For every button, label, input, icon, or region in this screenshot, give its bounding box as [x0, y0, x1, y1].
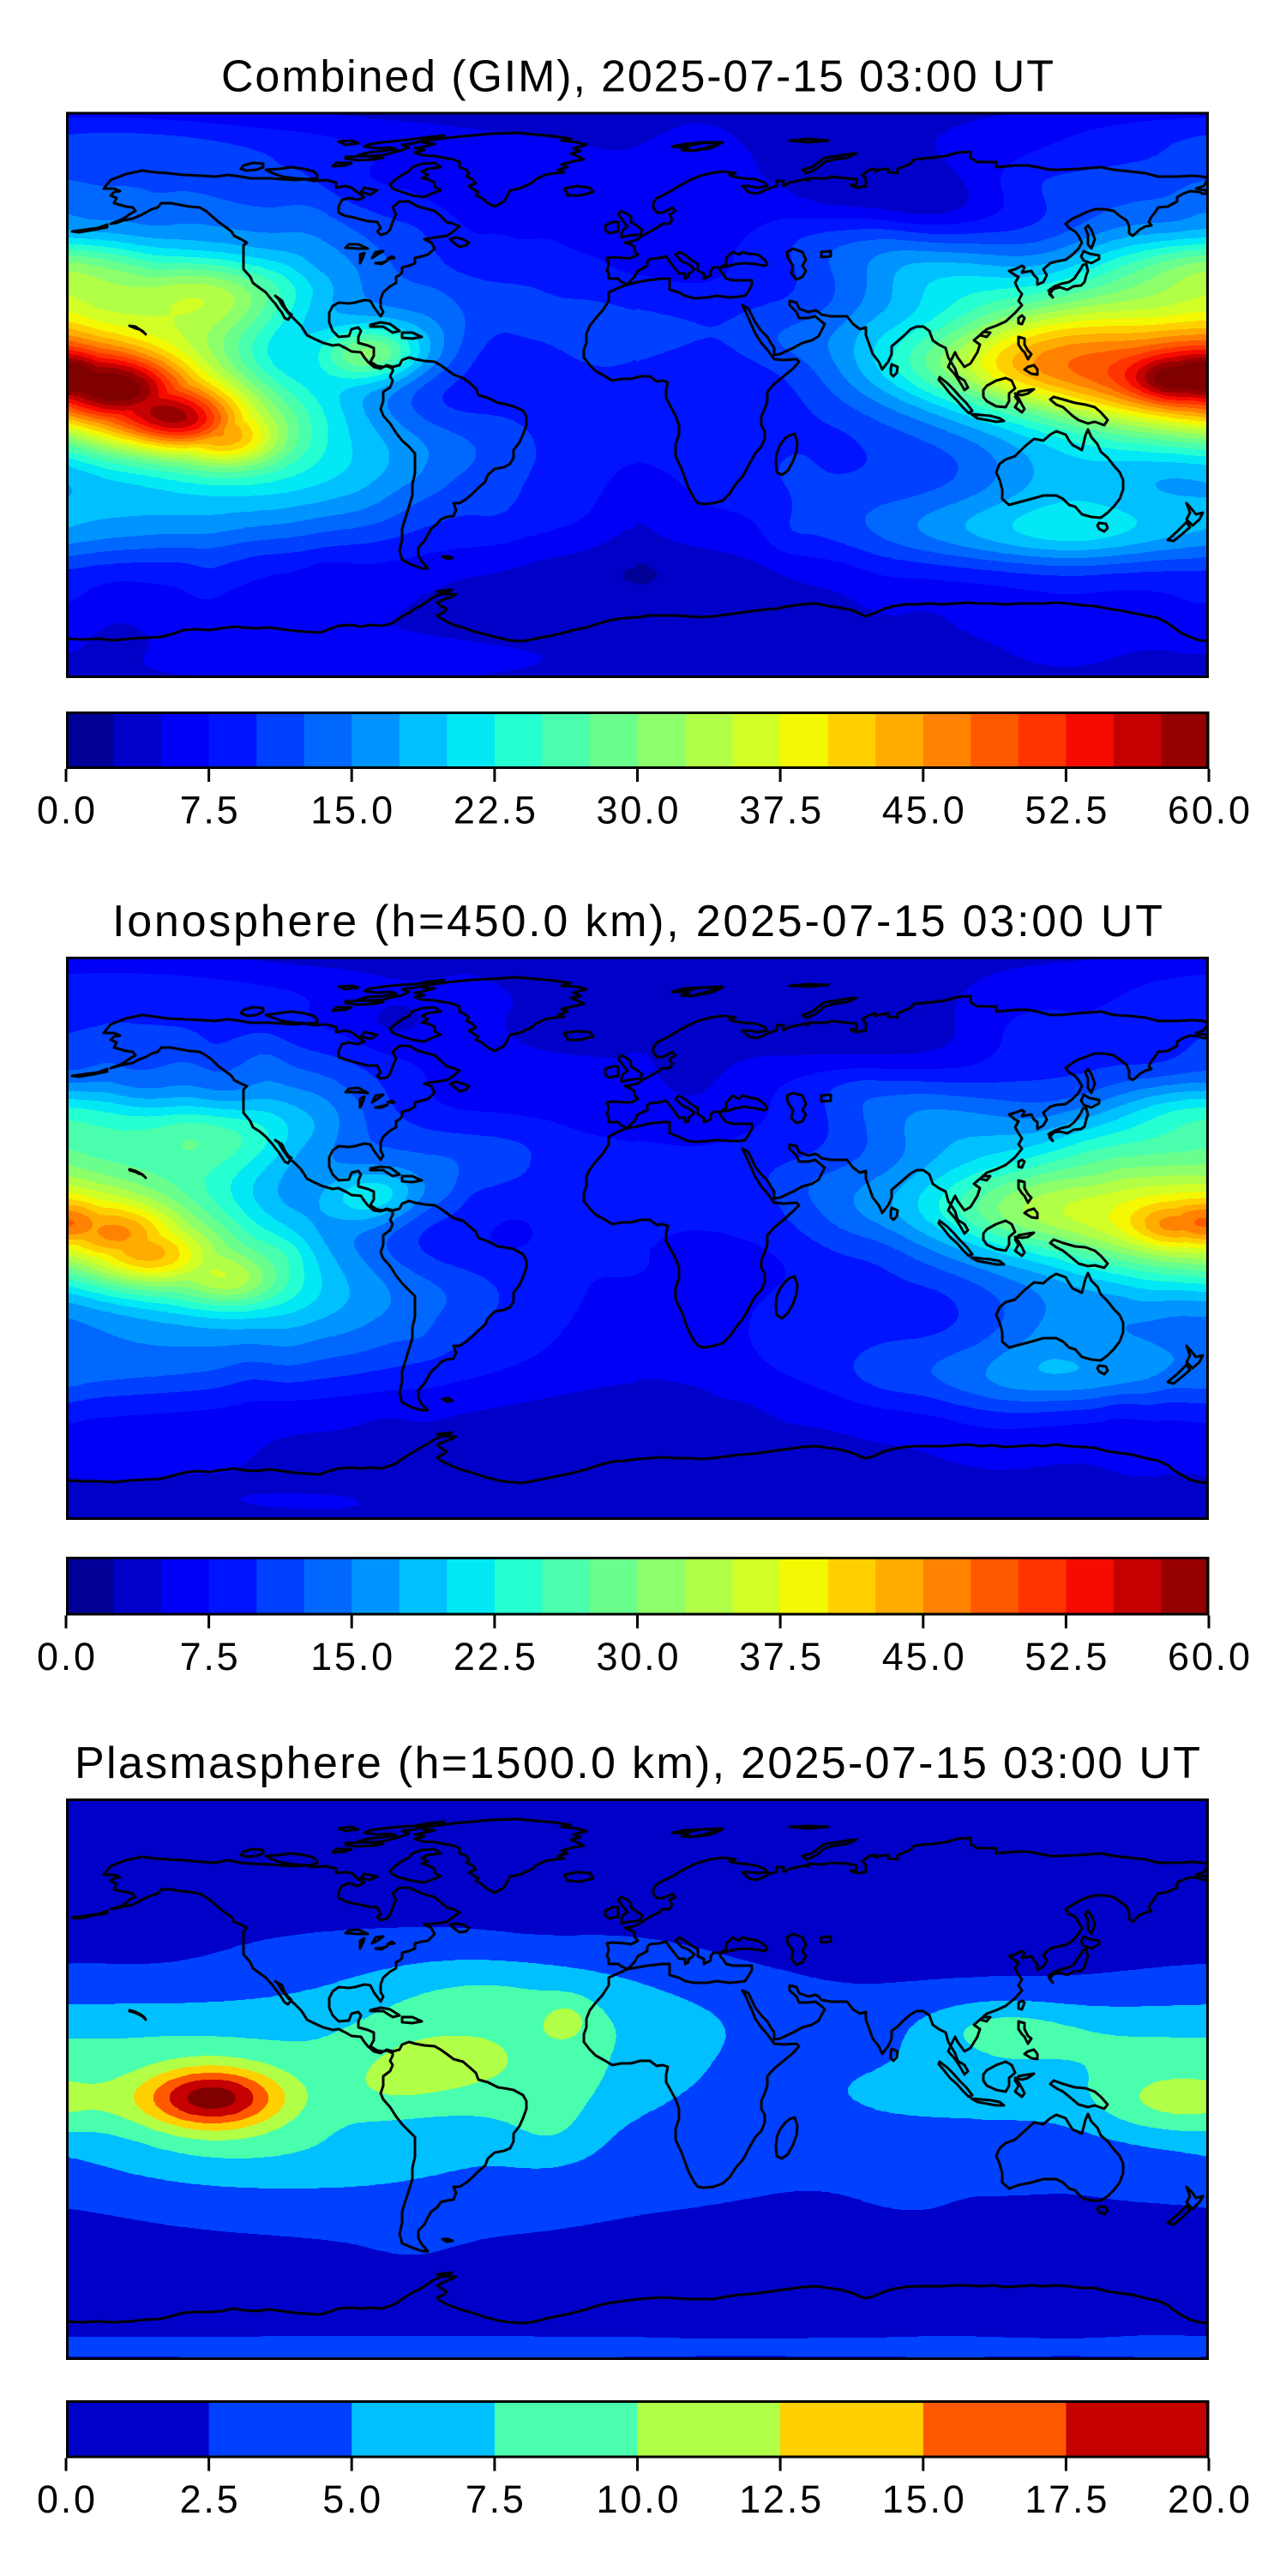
- svg-text:22.5: 22.5: [454, 789, 536, 832]
- svg-text:30.0: 30.0: [597, 1635, 679, 1678]
- svg-text:15.0: 15.0: [310, 1635, 393, 1678]
- svg-text:60.0: 60.0: [1168, 789, 1250, 832]
- svg-text:60.0: 60.0: [1168, 1635, 1250, 1678]
- svg-text:7.5: 7.5: [180, 1635, 238, 1678]
- svg-text:52.5: 52.5: [1025, 789, 1107, 832]
- svg-text:45.0: 45.0: [882, 1635, 964, 1678]
- svg-text:2.5: 2.5: [180, 2477, 238, 2521]
- svg-text:12.5: 12.5: [739, 2477, 821, 2521]
- svg-text:0.0: 0.0: [37, 789, 95, 832]
- svg-text:0.0: 0.0: [37, 2477, 95, 2521]
- svg-text:7.5: 7.5: [466, 2477, 524, 2521]
- svg-text:30.0: 30.0: [597, 789, 679, 832]
- svg-text:22.5: 22.5: [454, 1635, 536, 1678]
- svg-text:17.5: 17.5: [1025, 2477, 1107, 2521]
- svg-text:0.0: 0.0: [37, 1635, 95, 1678]
- svg-text:15.0: 15.0: [310, 789, 393, 832]
- svg-text:52.5: 52.5: [1025, 1635, 1107, 1678]
- svg-text:37.5: 37.5: [739, 789, 821, 832]
- svg-text:5.0: 5.0: [322, 2477, 381, 2521]
- svg-text:15.0: 15.0: [882, 2477, 964, 2521]
- svg-text:Plasmasphere (h=1500.0 km), 20: Plasmasphere (h=1500.0 km), 2025-07-15 0…: [75, 1738, 1200, 1788]
- svg-text:37.5: 37.5: [739, 1635, 821, 1678]
- svg-text:20.0: 20.0: [1168, 2477, 1250, 2521]
- svg-text:10.0: 10.0: [597, 2477, 679, 2521]
- svg-text:7.5: 7.5: [180, 789, 238, 832]
- svg-text:Combined (GIM), 2025-07-15 03:: Combined (GIM), 2025-07-15 03:00 UT: [221, 52, 1054, 102]
- svg-text:Ionosphere (h=450.0 km), 2025: Ionosphere (h=450.0 km), 2025-07-15 03:0…: [112, 897, 1163, 946]
- svg-text:45.0: 45.0: [882, 789, 964, 832]
